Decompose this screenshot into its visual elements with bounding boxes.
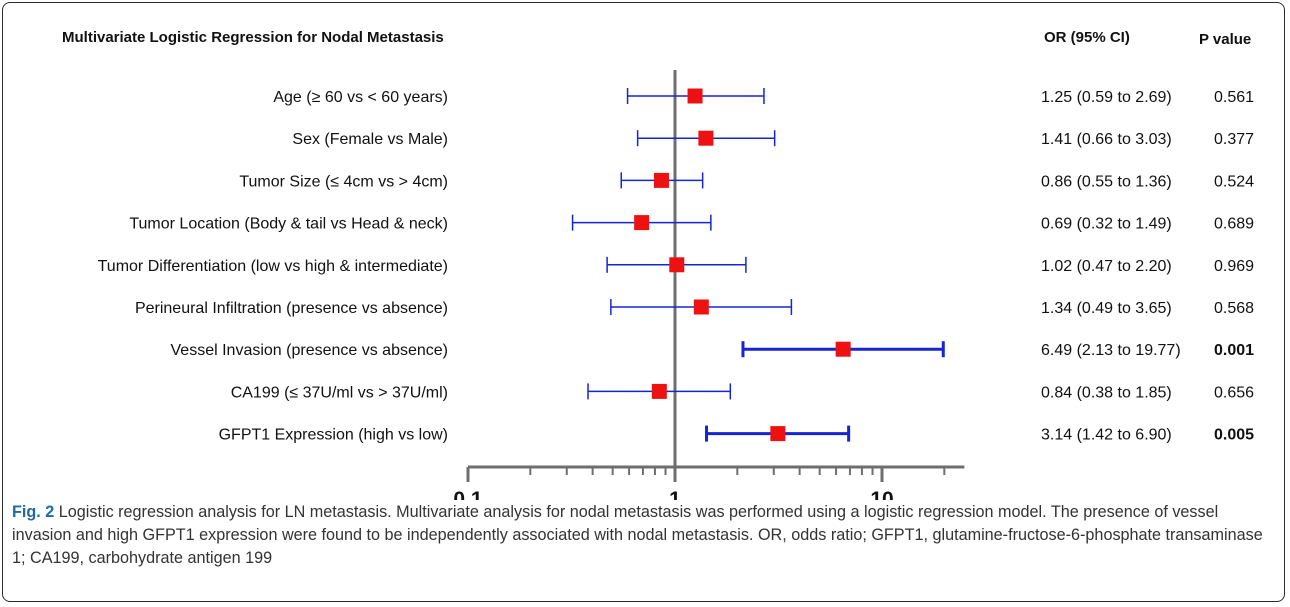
p-value: 0.568 <box>1214 300 1254 317</box>
or-marker <box>693 299 709 315</box>
or-ci-value: 3.14 (1.42 to 6.90) <box>1041 427 1172 444</box>
x-tick-label: 0.1 <box>453 488 483 500</box>
forest-row: Sex (Female vs Male) 1.41 (0.66 to 3.03) 0… <box>292 130 1254 148</box>
or-ci-value: 1.25 (0.59 to 2.69) <box>1041 89 1172 106</box>
forest-rows: Age (≥ 60 vs < 60 years) 1.25 (0.59 to 2.… <box>98 88 1254 444</box>
forest-row: Tumor Size (≤ 4cm vs > 4cm) 0.86 (0.55 to… <box>239 172 1254 190</box>
or-marker <box>651 383 667 399</box>
row-label: Vessel Invasion (presence vs absence) <box>171 342 448 359</box>
forest-row: Tumor Differentiation (low vs high & int… <box>98 256 1254 275</box>
row-label: Tumor Differentiation (low vs high & int… <box>98 258 448 275</box>
p-value: 0.689 <box>1214 216 1254 233</box>
or-marker <box>653 172 669 188</box>
row-label: GFPT1 Expression (high vs low) <box>219 427 448 444</box>
p-value: 0.656 <box>1214 384 1254 401</box>
chart-title: Multivariate Logistic Regression for Nod… <box>62 29 444 46</box>
row-label: Perineural Infiltration (presence vs abs… <box>135 300 448 317</box>
forest-row: Vessel Invasion (presence vs absence) 6.4… <box>171 341 1254 359</box>
or-marker <box>698 130 714 146</box>
or-ci-value: 0.69 (0.32 to 1.49) <box>1041 216 1172 233</box>
row-label: Tumor Size (≤ 4cm vs > 4cm) <box>239 173 448 190</box>
or-ci-value: 1.41 (0.66 to 3.03) <box>1041 131 1172 148</box>
forest-row: Age (≥ 60 vs < 60 years) 1.25 (0.59 to 2.… <box>273 88 1254 106</box>
p-value: 0.561 <box>1214 89 1254 106</box>
or-marker <box>669 257 685 273</box>
or-marker <box>770 426 786 442</box>
row-label: Tumor Location (Body & tail vs Head & ne… <box>129 216 448 233</box>
figure-label: Fig. 2 <box>12 503 55 521</box>
row-label: Sex (Female vs Male) <box>292 131 448 148</box>
forest-row: GFPT1 Expression (high vs low) 3.14 (1.42… <box>219 425 1254 444</box>
or-marker <box>835 341 851 357</box>
p-value: 0.001 <box>1214 342 1254 359</box>
figure-caption: Fig. 2 Logistic regression analysis for … <box>12 501 1277 570</box>
caption-text: Logistic regression analysis for LN meta… <box>12 503 1263 567</box>
or-column-header: OR (95% CI) <box>1044 29 1130 46</box>
or-ci-value: 1.34 (0.49 to 3.65) <box>1041 300 1172 317</box>
or-marker <box>634 215 650 231</box>
or-ci-value: 1.02 (0.47 to 2.20) <box>1041 258 1172 275</box>
p-value: 0.005 <box>1214 427 1254 444</box>
or-ci-value: 0.84 (0.38 to 1.85) <box>1041 384 1172 401</box>
forest-row: CA199 (≤ 37U/ml vs > 37U/ml) 0.84 (0.38 t… <box>231 383 1254 401</box>
or-marker <box>687 88 703 104</box>
p-value: 0.969 <box>1214 258 1254 275</box>
x-tick-label: 1 <box>669 488 681 500</box>
row-label: Age (≥ 60 vs < 60 years) <box>273 89 448 106</box>
forest-row: Perineural Infiltration (presence vs abs… <box>135 299 1254 317</box>
or-ci-value: 6.49 (2.13 to 19.77) <box>1041 342 1181 359</box>
x-tick-label: 10 <box>870 488 893 500</box>
p-value-column-header: P value <box>1199 31 1251 48</box>
p-value: 0.377 <box>1214 131 1254 148</box>
row-label: CA199 (≤ 37U/ml vs > 37U/ml) <box>231 384 448 401</box>
p-value: 0.524 <box>1214 173 1254 190</box>
forest-plot: Multivariate Logistic Regression for Nod… <box>62 29 1254 500</box>
or-ci-value: 0.86 (0.55 to 1.36) <box>1041 173 1172 190</box>
forest-row: Tumor Location (Body & tail vs Head & ne… <box>129 214 1254 233</box>
